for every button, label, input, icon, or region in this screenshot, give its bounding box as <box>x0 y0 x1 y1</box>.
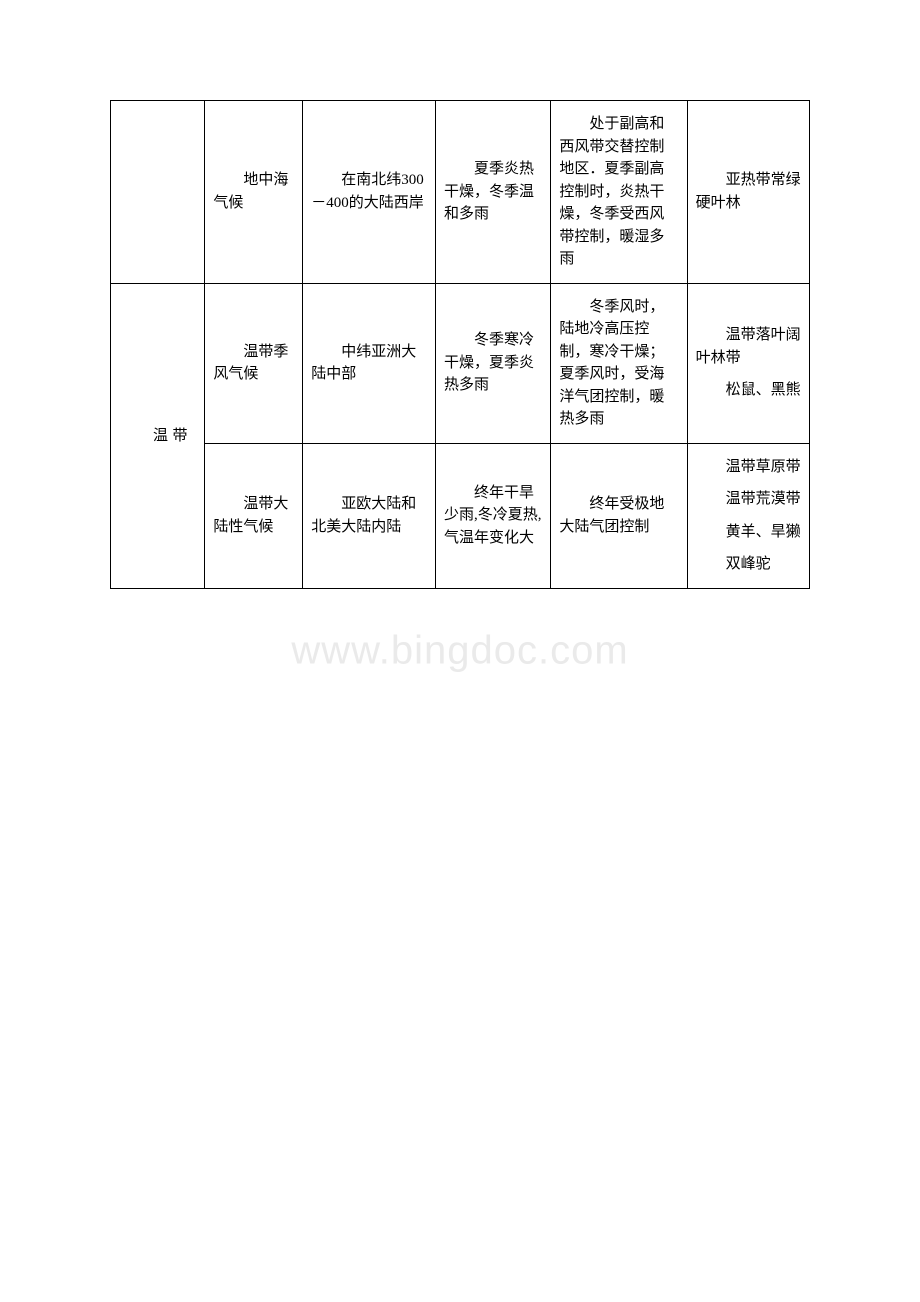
climate-cell: 地中海气候 <box>205 101 303 284</box>
climate-cell: 温带季风气候 <box>205 283 303 443</box>
cell-text: 松鼠、黑熊 <box>696 379 801 402</box>
biome-cell: 亚热带常绿硬叶林 <box>687 101 809 284</box>
climate-cell: 温带大陆性气候 <box>205 443 303 588</box>
cell-text: 处于副高和西风带交替控制地区．夏季副高控制时，炎热干燥，冬季受西风带控制，暖湿多… <box>559 113 678 271</box>
cell-text: 冬季风时，陆地冷高压控制，寒冷干燥；夏季风时，受海洋气团控制，暖热多雨 <box>559 296 678 431</box>
feature-cell: 冬季寒冷干燥，夏季炎热多雨 <box>436 283 551 443</box>
table-wrapper: 地中海气候 在南北纬300－400的大陆西岸 夏季炎热干燥，冬季温和多雨 处于副… <box>110 100 810 589</box>
zone-text: 温带 <box>119 415 196 457</box>
cell-text: 在南北纬300－400的大陆西岸 <box>311 169 427 214</box>
cell-text: 温带草原带 <box>696 456 801 479</box>
cell-text: 中纬亚洲大陆中部 <box>311 341 427 386</box>
cell-text: 亚热带常绿硬叶林 <box>696 169 801 214</box>
cell-text: 夏季炎热干燥，冬季温和多雨 <box>444 158 542 226</box>
cell-text: 终年干旱少雨,冬冷夏热,气温年变化大 <box>444 482 542 550</box>
watermark-text: www.bingdoc.com <box>291 629 628 674</box>
cell-text: 黄羊、旱獭 <box>696 521 801 544</box>
location-cell: 在南北纬300－400的大陆西岸 <box>303 101 436 284</box>
cause-cell: 冬季风时，陆地冷高压控制，寒冷干燥；夏季风时，受海洋气团控制，暖热多雨 <box>551 283 687 443</box>
cause-cell: 终年受极地大陆气团控制 <box>551 443 687 588</box>
cell-text: 双峰驼 <box>696 553 801 576</box>
table-row: 温带 温带季风气候 中纬亚洲大陆中部 冬季寒冷干燥，夏季炎热多雨 冬季风时，陆地… <box>111 283 810 443</box>
zone-cell: 温带 <box>111 283 205 588</box>
cause-cell: 处于副高和西风带交替控制地区．夏季副高控制时，炎热干燥，冬季受西风带控制，暖湿多… <box>551 101 687 284</box>
cell-text: 地中海气候 <box>213 169 294 214</box>
feature-cell: 终年干旱少雨,冬冷夏热,气温年变化大 <box>436 443 551 588</box>
location-cell: 中纬亚洲大陆中部 <box>303 283 436 443</box>
table-row: 地中海气候 在南北纬300－400的大陆西岸 夏季炎热干燥，冬季温和多雨 处于副… <box>111 101 810 284</box>
cell-text: 温带大陆性气候 <box>213 493 294 538</box>
cell-text: 冬季寒冷干燥，夏季炎热多雨 <box>444 329 542 397</box>
cell-text: 温带荒漠带 <box>696 488 801 511</box>
table-row: 温带大陆性气候 亚欧大陆和北美大陆内陆 终年干旱少雨,冬冷夏热,气温年变化大 终… <box>111 443 810 588</box>
zone-cell-empty <box>111 101 205 284</box>
cell-text: 温带季风气候 <box>213 341 294 386</box>
biome-cell: 温带落叶阔叶林带 松鼠、黑熊 <box>687 283 809 443</box>
cell-text: 终年受极地大陆气团控制 <box>559 493 678 538</box>
feature-cell: 夏季炎热干燥，冬季温和多雨 <box>436 101 551 284</box>
climate-table: 地中海气候 在南北纬300－400的大陆西岸 夏季炎热干燥，冬季温和多雨 处于副… <box>110 100 810 589</box>
cell-text: 亚欧大陆和北美大陆内陆 <box>311 493 427 538</box>
location-cell: 亚欧大陆和北美大陆内陆 <box>303 443 436 588</box>
cell-text: 温带落叶阔叶林带 <box>696 324 801 369</box>
biome-cell: 温带草原带 温带荒漠带 黄羊、旱獭 双峰驼 <box>687 443 809 588</box>
